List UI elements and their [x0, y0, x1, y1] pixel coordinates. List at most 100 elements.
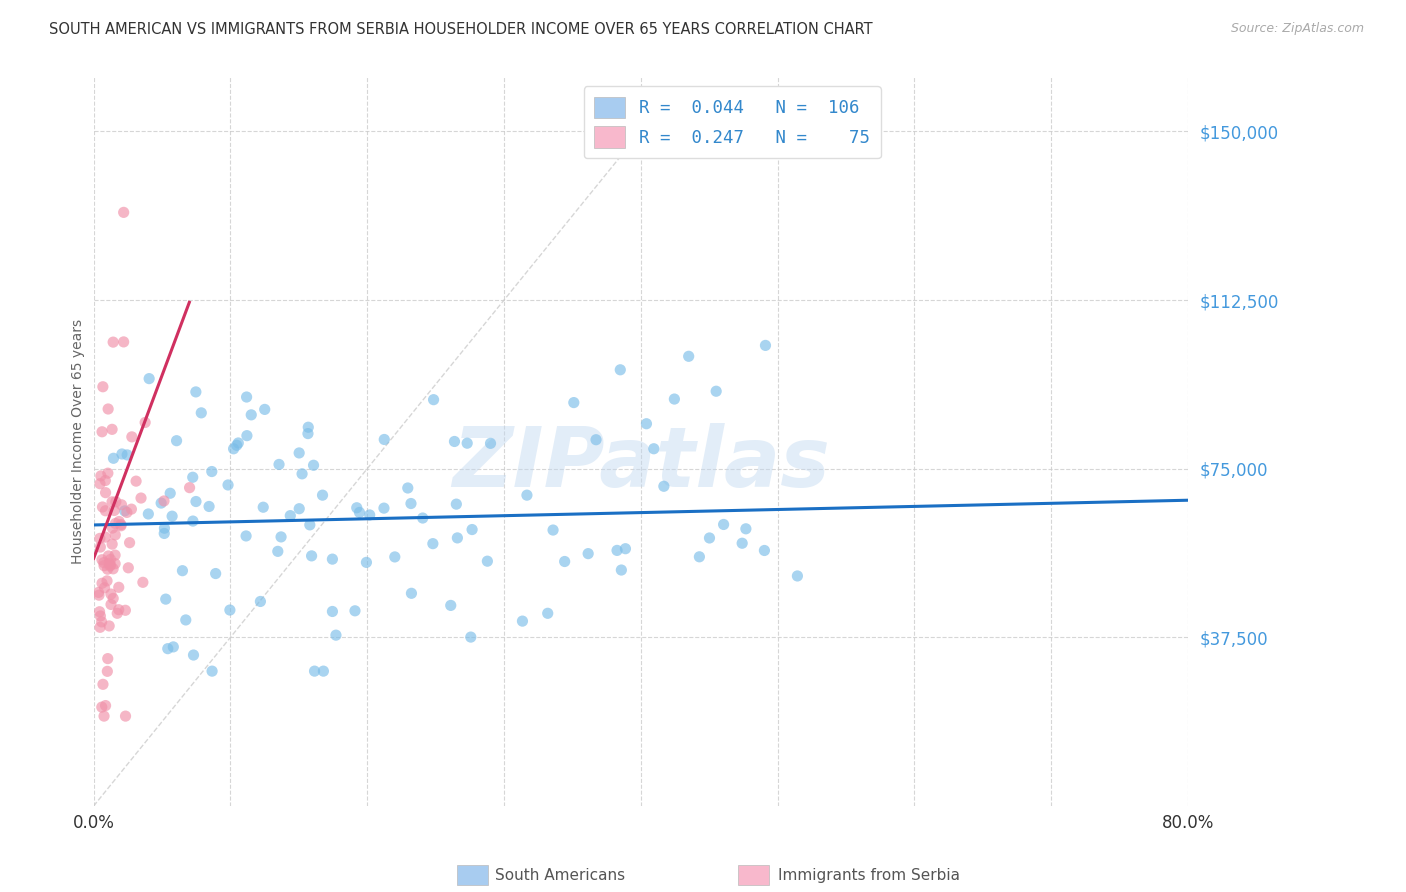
- Point: [460, 630, 482, 644]
- Point: [576, 547, 599, 561]
- Point: [699, 531, 721, 545]
- Point: [138, 507, 160, 521]
- Point: [91, 380, 114, 394]
- Point: [181, 470, 204, 484]
- Point: [461, 523, 484, 537]
- Text: SOUTH AMERICAN VS IMMIGRANTS FROM SERBIA HOUSEHOLDER INCOME OVER 65 YEARS CORREL: SOUTH AMERICAN VS IMMIGRANTS FROM SERBIA…: [49, 22, 873, 37]
- Point: [346, 500, 368, 515]
- Point: [101, 537, 124, 551]
- Point: [153, 521, 176, 535]
- Point: [112, 205, 135, 219]
- Point: [89, 620, 111, 634]
- Point: [94, 698, 117, 713]
- Point: [101, 562, 124, 576]
- Legend: R =  0.044   N =  106, R =  0.247   N =    75: R = 0.044 N = 106, R = 0.247 N = 75: [583, 87, 880, 158]
- Point: [288, 446, 311, 460]
- Point: [160, 509, 183, 524]
- Point: [422, 392, 444, 407]
- Point: [516, 488, 538, 502]
- Point: [104, 516, 127, 531]
- Point: [91, 500, 114, 514]
- Point: [731, 536, 754, 550]
- Point: [103, 451, 125, 466]
- Point: [401, 586, 423, 600]
- Point: [104, 495, 127, 509]
- Point: [96, 574, 118, 588]
- Point: [97, 549, 120, 563]
- Point: [94, 530, 117, 544]
- Point: [97, 466, 120, 480]
- Y-axis label: Householder Income Over 65 years: Householder Income Over 65 years: [72, 319, 86, 565]
- Point: [235, 390, 257, 404]
- Point: [112, 334, 135, 349]
- Point: [98, 556, 121, 570]
- Point: [190, 406, 212, 420]
- Point: [298, 517, 321, 532]
- Point: [643, 442, 665, 456]
- Point: [100, 598, 122, 612]
- Point: [166, 434, 188, 448]
- Point: [288, 501, 311, 516]
- Point: [114, 504, 136, 518]
- Point: [89, 605, 111, 619]
- Point: [91, 576, 114, 591]
- Point: [103, 591, 125, 606]
- Point: [184, 384, 207, 399]
- Point: [96, 562, 118, 576]
- Point: [688, 549, 710, 564]
- Point: [217, 478, 239, 492]
- Point: [129, 491, 152, 505]
- Point: [181, 514, 204, 528]
- Point: [422, 536, 444, 550]
- Point: [101, 335, 124, 350]
- Point: [121, 430, 143, 444]
- Point: [174, 613, 197, 627]
- Point: [107, 603, 129, 617]
- Point: [118, 535, 141, 549]
- Point: [713, 517, 735, 532]
- Point: [201, 664, 224, 678]
- Point: [512, 614, 534, 628]
- Point: [204, 566, 226, 581]
- Point: [440, 599, 463, 613]
- Point: [115, 448, 138, 462]
- Point: [456, 436, 478, 450]
- Point: [636, 417, 658, 431]
- Point: [754, 543, 776, 558]
- Point: [94, 485, 117, 500]
- Point: [754, 338, 776, 352]
- Point: [541, 523, 564, 537]
- Point: [89, 476, 111, 491]
- Point: [297, 420, 319, 434]
- Point: [94, 504, 117, 518]
- Point: [89, 532, 111, 546]
- Point: [96, 665, 118, 679]
- Point: [562, 395, 585, 409]
- Point: [153, 526, 176, 541]
- Point: [321, 552, 343, 566]
- Point: [278, 508, 301, 523]
- Point: [222, 442, 245, 456]
- Point: [90, 469, 112, 483]
- Point: [114, 709, 136, 723]
- Point: [93, 581, 115, 595]
- Point: [356, 555, 378, 569]
- Point: [311, 488, 333, 502]
- Point: [609, 363, 631, 377]
- Point: [97, 402, 120, 417]
- Text: Source: ZipAtlas.com: Source: ZipAtlas.com: [1230, 22, 1364, 36]
- Point: [93, 709, 115, 723]
- Point: [396, 481, 419, 495]
- Point: [297, 426, 319, 441]
- Point: [98, 619, 121, 633]
- Point: [384, 549, 406, 564]
- Point: [359, 508, 381, 522]
- Point: [183, 648, 205, 662]
- Point: [343, 604, 366, 618]
- Point: [236, 428, 259, 442]
- Point: [162, 640, 184, 654]
- Point: [253, 402, 276, 417]
- Point: [267, 458, 290, 472]
- Point: [94, 474, 117, 488]
- Point: [134, 416, 156, 430]
